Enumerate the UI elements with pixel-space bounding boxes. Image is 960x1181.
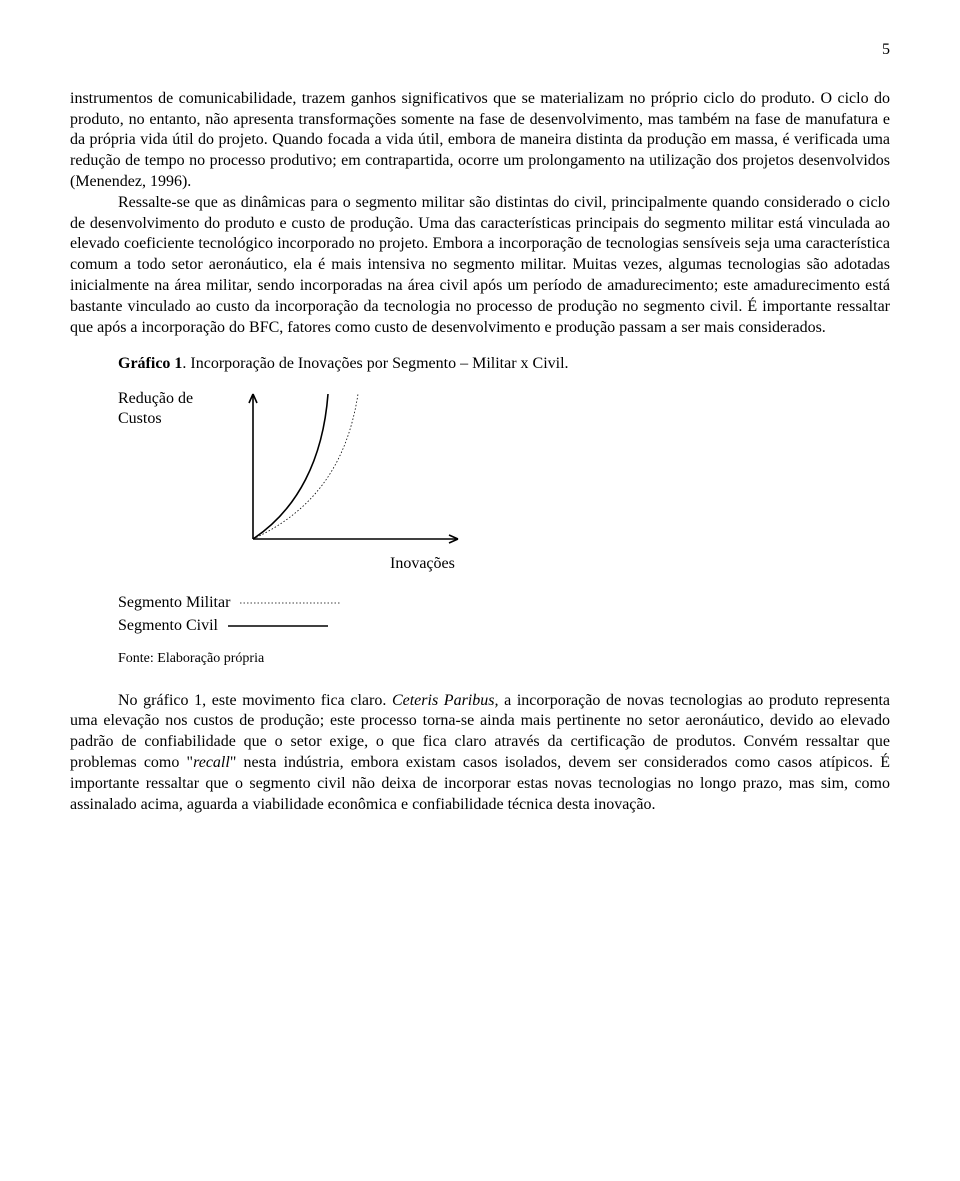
chart-svg [238,389,498,556]
chart-title-bold: Gráfico 1 [118,355,182,372]
paragraph-3: No gráfico 1, este movimento fica claro.… [70,691,890,816]
chart-source: Fonte: Elaboração própria [118,650,890,668]
legend-dotted-icon [240,597,340,609]
chart-title-rest: . Incorporação de Inovações por Segmento… [182,355,568,372]
p3-lead: No gráfico 1, este movimento fica claro. [118,692,392,709]
curve-militar [253,394,358,539]
chart-block: Redução de Custos [118,389,890,556]
chart-x-label: Inovações [390,554,890,575]
p3-italic1: Ceteris Paribus, [392,692,499,709]
curve-civil [253,394,328,539]
chart-diagram-icon [238,389,468,549]
page-number: 5 [70,40,890,61]
legend-militar-label: Segmento Militar [118,593,230,614]
paragraph-1: instrumentos de comunicabilidade, trazem… [70,89,890,193]
chart-title: Gráfico 1. Incorporação de Inovações por… [118,354,890,375]
chart-legend: Segmento Militar Segmento Civil [118,593,890,637]
paragraph-2: Ressalte-se que as dinâmicas para o segm… [70,193,890,339]
p3-italic2: recall [193,754,230,771]
legend-militar: Segmento Militar [118,593,890,614]
legend-solid-icon [228,620,328,632]
legend-civil: Segmento Civil [118,616,890,637]
legend-civil-label: Segmento Civil [118,616,218,637]
chart-y-label: Redução de Custos [118,389,238,429]
